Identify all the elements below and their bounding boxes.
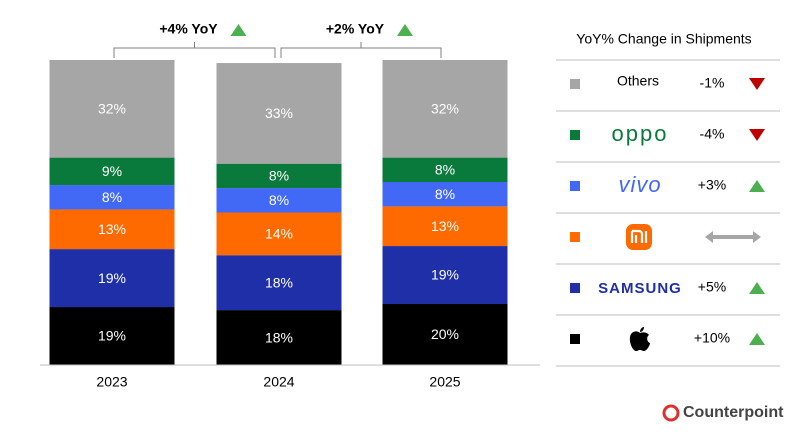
data-label: 19% [98,270,126,286]
xiaomi-logo [626,224,652,250]
data-label: 18% [265,329,293,345]
data-label: 19% [98,328,126,344]
bar-segment [382,157,508,182]
data-label: 8% [435,186,455,202]
bar-segment [49,60,175,158]
samsung-logo: SAMSUNG [598,280,682,297]
bar-segment [49,307,175,365]
legend-swatch [570,130,580,140]
x-tick-label: 2025 [429,374,460,390]
trend-arrow [397,24,413,36]
apple-logo [629,327,650,351]
bar-segment [382,60,508,158]
annotation: +2% YoY [326,21,385,37]
bar-segment [216,163,342,189]
bar-segment [382,304,508,365]
legend-swatch [570,232,580,242]
data-label: 32% [98,101,126,117]
bracket [280,42,442,58]
bar-segment [216,212,342,256]
trend-arrow [749,333,765,345]
trend-arrow [705,231,761,243]
x-tick-label: 2023 [96,374,127,390]
legend-title: YoY% Change in Shipments [576,31,751,47]
bar-segment [216,188,342,213]
data-label: 32% [431,101,459,117]
vivo-logo: vivo [618,172,661,197]
bar-segment [382,206,508,247]
bar-segment [49,209,175,250]
annotation: +4% YoY [159,21,218,37]
bracket [113,42,276,58]
source-logo: Counterpoint [662,404,784,422]
legend-swatch [570,283,580,293]
data-label: 18% [265,274,293,290]
bar-segment [49,157,175,186]
bar-segment [216,255,342,311]
legend-swatch [570,181,580,191]
yoy-label: -1% [700,75,725,91]
bar-segment [216,63,342,164]
bar-segment [382,246,508,304]
yoy-label: +10% [694,330,730,346]
bar-segment [49,249,175,308]
legend-label: Others [617,73,659,89]
trend-arrow [749,129,765,141]
yoy-label: +3% [698,177,726,193]
trend-arrow [749,180,765,192]
yoy-label: +5% [698,279,726,295]
legend-swatch [570,79,580,89]
data-label: 8% [102,189,122,205]
trend-arrow [749,78,765,90]
trend-arrow [230,24,247,36]
data-label: 13% [431,218,459,234]
data-label: 33% [265,105,293,121]
legend-swatch [570,334,580,344]
trend-arrow [749,282,765,294]
yoy-label: -4% [700,126,725,142]
data-label: 13% [98,221,126,237]
data-label: 19% [431,267,459,283]
data-label: 20% [431,326,459,342]
bar-segment [382,182,508,207]
x-tick-label: 2024 [263,374,294,390]
data-label: 8% [269,192,289,208]
data-label: 14% [265,226,293,242]
source: Counterpoint [683,404,784,421]
data-label: 9% [102,163,122,179]
data-label: 8% [435,162,455,178]
data-label: 8% [269,168,289,184]
bar-segment [49,185,175,210]
oppo-logo: oppo [612,121,669,146]
bar-segment [216,310,342,365]
